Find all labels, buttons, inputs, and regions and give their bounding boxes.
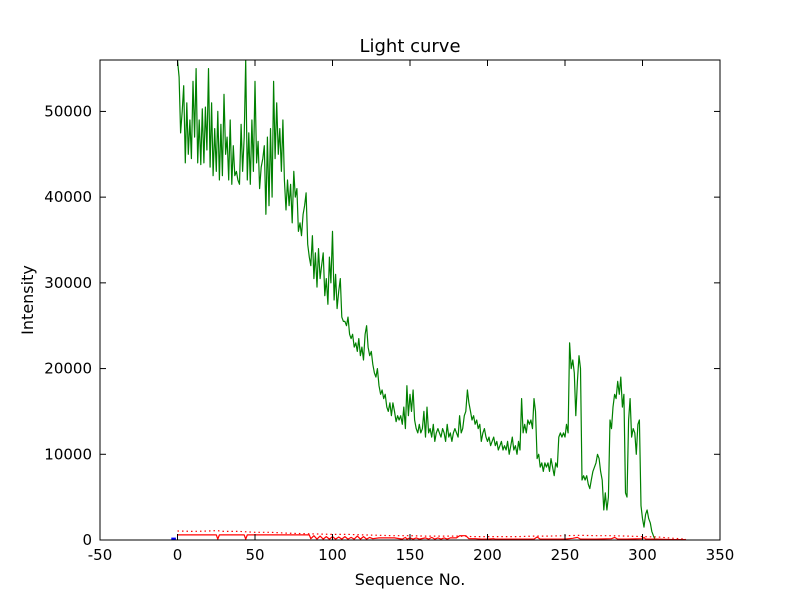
y-tick-label: 10000 bbox=[44, 445, 92, 463]
x-axis-label: Sequence No. bbox=[355, 570, 466, 589]
series-line-2 bbox=[177, 534, 686, 540]
series-line-1 bbox=[176, 60, 656, 540]
y-axis-label: Intensity bbox=[18, 265, 37, 335]
y-tick-label: 0 bbox=[82, 531, 92, 549]
chart-title: Light curve bbox=[359, 36, 460, 57]
x-tick-label: 200 bbox=[473, 546, 502, 564]
x-tick-label: 150 bbox=[396, 546, 425, 564]
series-line-3 bbox=[177, 529, 686, 540]
x-tick-label: 300 bbox=[628, 546, 657, 564]
x-tick-label: -50 bbox=[88, 546, 113, 564]
x-tick-label: 0 bbox=[173, 546, 183, 564]
x-axis-ticks: -50 0 50 100 150 200 250 300 350 bbox=[88, 60, 735, 564]
y-tick-label: 30000 bbox=[44, 274, 92, 292]
y-tick-label: 20000 bbox=[44, 360, 92, 378]
series-group bbox=[171, 60, 686, 540]
x-tick-label: 50 bbox=[245, 546, 264, 564]
x-tick-label: 100 bbox=[318, 546, 347, 564]
y-tick-label: 40000 bbox=[44, 188, 92, 206]
y-tick-label: 50000 bbox=[44, 102, 92, 120]
x-tick-label: 350 bbox=[706, 546, 735, 564]
x-tick-label: 250 bbox=[551, 546, 580, 564]
y-axis-ticks: 0 10000 20000 30000 40000 50000 bbox=[44, 102, 720, 549]
